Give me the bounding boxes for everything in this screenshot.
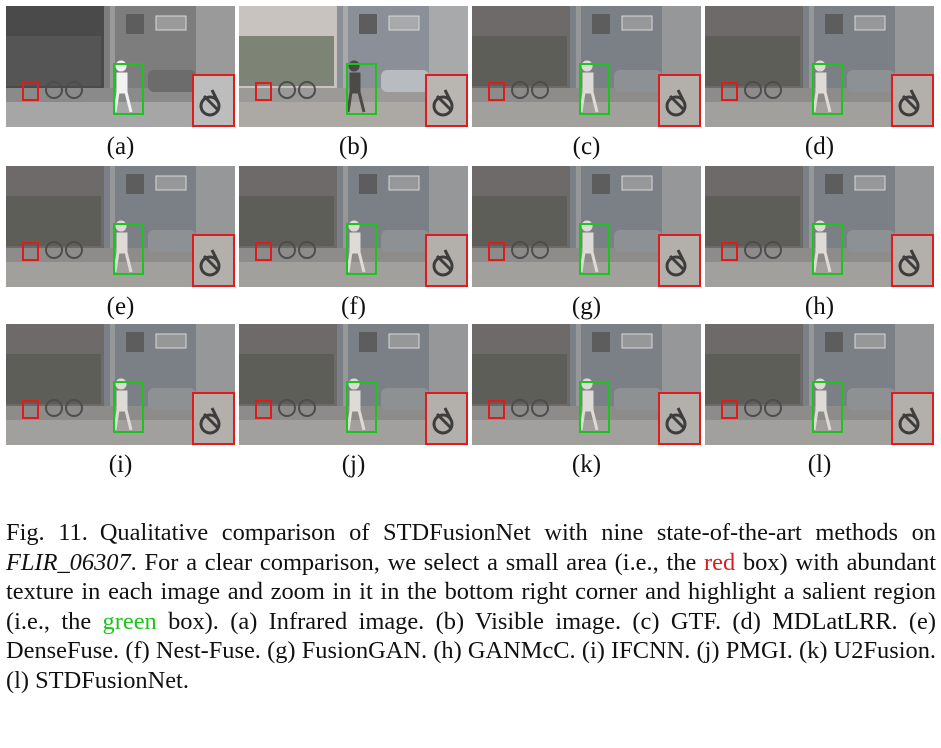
panel-image [472, 166, 701, 287]
panel-image [705, 166, 934, 287]
panel-label: (j) [341, 451, 366, 478]
panel-label: (i) [108, 451, 133, 478]
panel-image [472, 6, 701, 127]
caption-text-part2: . For a clear comparison, we select a sm… [130, 548, 705, 576]
caption-red-word: red [704, 548, 736, 576]
caption-text-part3: box) with abundant texture in each image… [6, 548, 936, 635]
panel-image [6, 6, 235, 127]
figure-caption: Fig. 11. Qualitative comparison of STDFus… [6, 518, 936, 696]
caption-green-word: green [102, 607, 157, 635]
figure-grid: (a) (b) (c [6, 6, 936, 478]
panel-label: (g) [571, 293, 602, 320]
panel-image [239, 324, 468, 445]
panel-label: (a) [106, 133, 135, 160]
panel-label: (l) [807, 451, 832, 478]
figure-number: Fig. 11. [6, 519, 88, 546]
panel-image [239, 6, 468, 127]
panel-image [472, 324, 701, 445]
panel-image [6, 324, 235, 445]
panel-image [239, 166, 468, 287]
panel-label: (d) [804, 133, 835, 160]
panel-image [705, 324, 934, 445]
panel-label: (k) [571, 451, 602, 478]
panel-label: (c) [572, 133, 601, 160]
panel-label: (e) [106, 293, 135, 320]
caption-text-part4: box). (a) Infrared image. (b) Visible im… [6, 607, 936, 694]
panel-image [705, 6, 934, 127]
panel-image [6, 166, 235, 287]
panel-label: (b) [338, 133, 369, 160]
caption-dataset-name: FLIR_06307 [6, 548, 131, 576]
panel-label: (f) [341, 293, 366, 320]
caption-text-part1: Qualitative comparison of STDFusionNet w… [99, 519, 936, 546]
panel-label: (h) [804, 293, 835, 320]
